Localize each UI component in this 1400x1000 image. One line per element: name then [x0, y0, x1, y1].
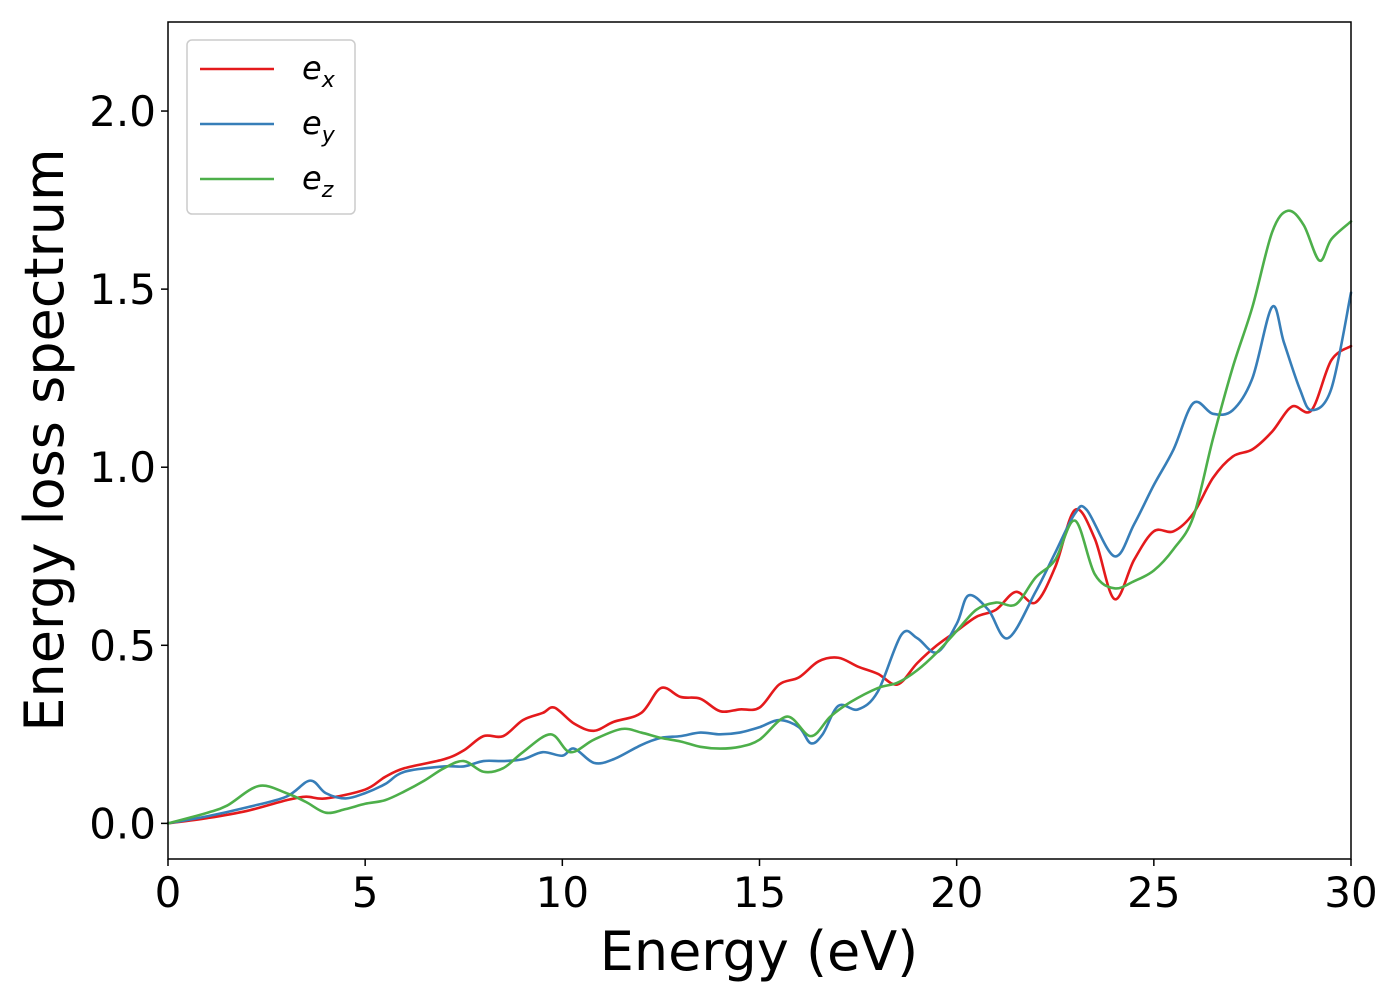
- y-tick-label: 0.5: [89, 621, 156, 670]
- x-tick-label: 30: [1324, 868, 1377, 917]
- legend-label-x: ex: [302, 49, 336, 93]
- x-tick-label: 10: [536, 868, 589, 917]
- x-axis-ticks: 0 5 10 15 20 25 30: [155, 859, 1378, 917]
- series-line-z: [166, 209, 1353, 825]
- x-tick-label: 15: [733, 868, 786, 917]
- x-tick-label: 5: [352, 868, 379, 917]
- y-tick-label: 1.0: [89, 443, 156, 492]
- legend-label-y: ey: [302, 104, 336, 148]
- x-axis-label: Energy (eV): [600, 920, 919, 983]
- y-axis-ticks: 0.0 0.5 1.0 1.5 2.0: [89, 87, 168, 848]
- y-axis-label: Energy loss spectrum: [13, 148, 76, 731]
- series-line-y: [166, 291, 1353, 825]
- legend: ex ey ez: [186, 39, 356, 215]
- y-tick-label: 2.0: [89, 87, 156, 136]
- legend-label-z: ez: [302, 159, 334, 203]
- y-tick-label: 1.5: [89, 265, 156, 314]
- x-tick-label: 25: [1127, 868, 1180, 917]
- x-tick-label: 20: [930, 868, 983, 917]
- x-tick-label: 0: [155, 868, 182, 917]
- y-tick-label: 0.0: [89, 799, 156, 848]
- series-lines: [166, 209, 1353, 825]
- legend-box: [186, 39, 356, 215]
- series-line-x: [166, 344, 1353, 825]
